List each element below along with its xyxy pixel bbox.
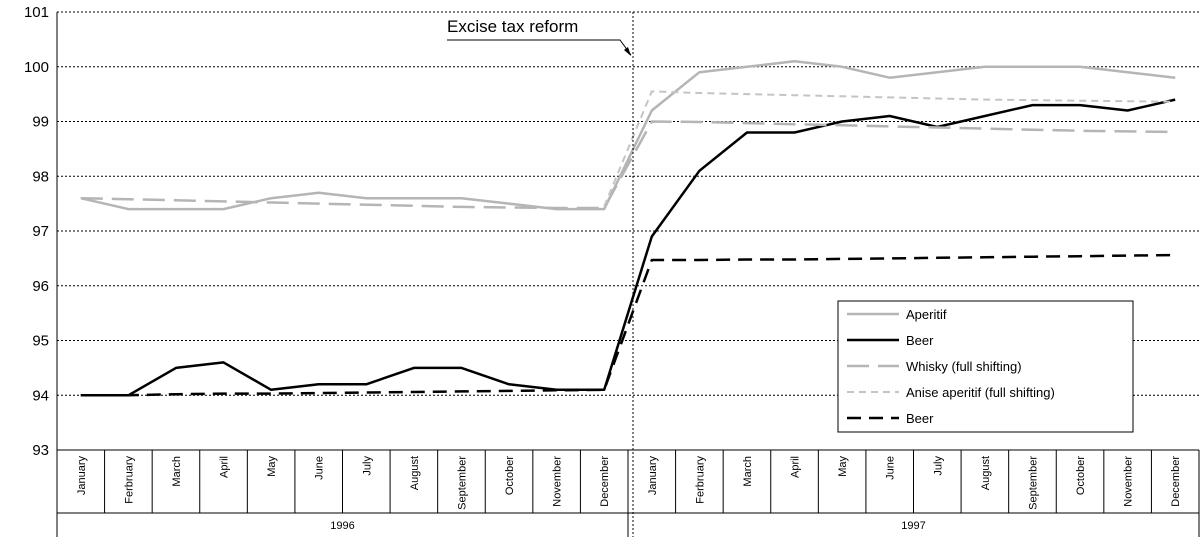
x-tick-label: April xyxy=(219,456,231,478)
x-tick-label: March xyxy=(171,456,183,487)
series-line-0 xyxy=(80,60,1176,211)
x-tick-label: June xyxy=(885,456,897,480)
x-tick-label: Ferbruary xyxy=(123,456,135,504)
y-tick-label: 101 xyxy=(24,4,49,21)
x-tick-label: October xyxy=(1075,456,1087,495)
series-line-2 xyxy=(80,120,1176,210)
y-tick-label: 98 xyxy=(32,168,49,185)
x-tick-label: April xyxy=(790,456,802,478)
year-label: 1996 xyxy=(330,520,354,532)
legend-label: Beer xyxy=(906,333,934,348)
x-tick-label: September xyxy=(1027,456,1039,510)
y-tick-label: 95 xyxy=(32,333,49,350)
x-tick-label: March xyxy=(742,456,754,487)
legend-label: Anise aperitif (full shifting) xyxy=(906,385,1055,400)
x-tick-label: January xyxy=(647,456,659,496)
series-line-1 xyxy=(80,98,1176,397)
x-tick-label: January xyxy=(76,456,88,496)
year-label: 1997 xyxy=(901,520,925,532)
y-tick-label: 97 xyxy=(32,223,49,240)
y-tick-label: 100 xyxy=(24,59,49,76)
legend-label: Beer xyxy=(906,411,934,426)
x-tick-label: July xyxy=(361,456,373,476)
series-line-4 xyxy=(80,253,1176,397)
x-tick-label: November xyxy=(1123,456,1135,507)
annotation: Excise tax reform xyxy=(447,12,634,537)
x-category-axis: January Ferbruary March April May June July Aug… xyxy=(56,450,1200,537)
legend-label: Aperitif xyxy=(906,307,947,322)
annotation-arrowhead xyxy=(624,47,631,56)
y-tick-label: 94 xyxy=(32,387,49,404)
legend: Aperitif Beer Whisky (full shifting) Anise … xyxy=(837,300,1134,433)
x-tick-label: Ferbruary xyxy=(694,456,706,504)
annotation-text: Excise tax reform xyxy=(447,17,578,36)
y-tick-labels: 93 94 95 96 97 98 99 100 101 xyxy=(24,4,49,459)
x-tick-label: May xyxy=(266,456,278,477)
annotation-arrow xyxy=(447,39,632,56)
x-tick-label: August xyxy=(980,456,992,490)
x-tick-label: June xyxy=(314,456,326,480)
y-tick-label: 96 xyxy=(32,278,49,295)
x-tick-label: December xyxy=(1170,456,1182,507)
x-tick-label: September xyxy=(456,456,468,510)
y-tick-label: 93 xyxy=(32,442,49,459)
x-tick-label: May xyxy=(837,456,849,477)
series-line-3 xyxy=(603,90,1176,207)
x-tick-label: December xyxy=(599,456,611,507)
x-tick-label: November xyxy=(552,456,564,507)
x-tick-label: October xyxy=(504,456,516,495)
y-tick-label: 99 xyxy=(32,114,49,131)
legend-label: Whisky (full shifting) xyxy=(906,359,1022,374)
series-lines xyxy=(80,60,1176,397)
x-tick-label: July xyxy=(932,456,944,476)
x-tick-label: August xyxy=(409,456,421,490)
